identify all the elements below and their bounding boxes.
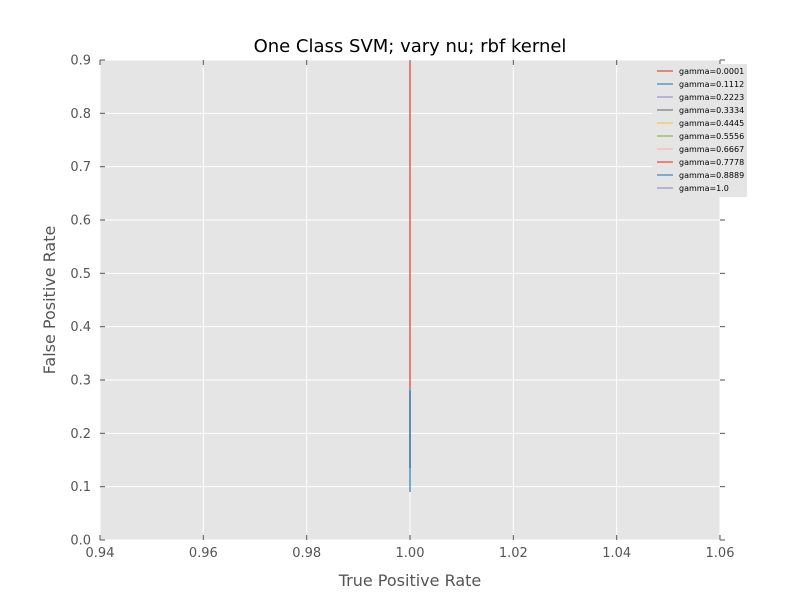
legend-label: gamma=0.0001 [679, 67, 744, 76]
y-tick-label: 0.4 [70, 320, 91, 335]
legend-label: gamma=0.2223 [679, 93, 744, 102]
y-tick-label: 0.7 [70, 160, 91, 175]
x-tick-label: 1.04 [602, 546, 631, 561]
x-tick-label: 0.96 [189, 546, 218, 561]
x-axis-label: True Positive Rate [338, 571, 482, 590]
y-tick-label: 0.3 [70, 374, 91, 389]
x-tick-label: 0.94 [86, 546, 115, 561]
y-tick-label: 0.0 [70, 534, 91, 549]
legend-label: gamma=0.8889 [679, 171, 744, 180]
legend-label: gamma=0.4445 [679, 119, 744, 128]
y-tick-label: 0.8 [70, 107, 91, 122]
y-tick-label: 0.6 [70, 214, 91, 229]
x-tick-label: 1.06 [706, 546, 735, 561]
legend-label: gamma=0.6667 [679, 145, 744, 154]
legend-label: gamma=1.0 [679, 184, 729, 193]
y-tick-label: 0.5 [70, 267, 91, 282]
legend: gamma=0.0001 gamma=0.1112 gamma=0.2223 gamm… [652, 64, 747, 197]
legend-label: gamma=0.7778 [679, 158, 744, 167]
y-axis-label: False Positive Rate [40, 226, 59, 375]
tick-labels: 0.94 0.96 0.98 1.00 1.02 1.04 1.06 0.0 0.1 0.2 0.3… [70, 54, 734, 562]
legend-label: gamma=0.3334 [679, 106, 744, 115]
x-tick-label: 1.00 [396, 546, 425, 561]
y-tick-label: 0.9 [70, 54, 91, 69]
chart-title: One Class SVM; vary nu; rbf kernel [254, 36, 567, 57]
x-tick-label: 1.02 [499, 546, 528, 561]
y-tick-label: 0.2 [70, 427, 91, 442]
legend-label: gamma=0.1112 [679, 80, 744, 89]
legend-label: gamma=0.5556 [679, 132, 744, 141]
x-tick-label: 0.98 [292, 546, 321, 561]
y-tick-label: 0.1 [70, 480, 91, 495]
axis-ticks [99, 59, 725, 541]
